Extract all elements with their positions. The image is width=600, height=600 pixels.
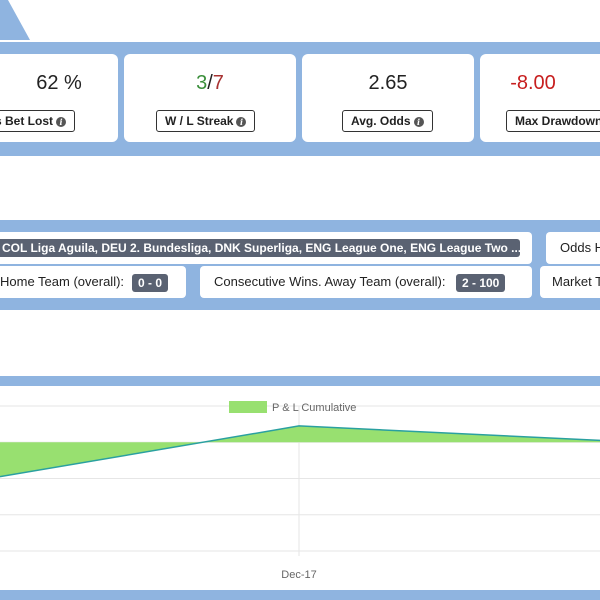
leagues-pill: COL Liga Aguila, DEU 2. Bundesliga, DNK … xyxy=(0,239,521,257)
filter-market[interactable]: Market T xyxy=(540,266,600,298)
away-team-label: Consecutive Wins. Away Team (overall): xyxy=(214,274,446,289)
filter-leagues[interactable]: COL Liga Aguila, DEU 2. Bundesliga, DNK … xyxy=(0,232,532,264)
chart-band: P & L Cumulative Dec-17 xyxy=(0,376,600,600)
stat-card-max-drawdown: -8.00 Max Drawdowni xyxy=(480,54,600,142)
stat-label-max-drawdown[interactable]: Max Drawdowni xyxy=(506,110,600,132)
market-label: Market T xyxy=(552,274,600,289)
stat-card-bet-lost: 62 % s Bet Lost i xyxy=(0,54,118,142)
stat-label-wl-streak[interactable]: W / L Streak i xyxy=(156,110,256,132)
loss-streak-value: 7 xyxy=(212,72,224,94)
stat-value-wl-streak: 3/7 xyxy=(124,72,296,95)
pnl-area[interactable] xyxy=(0,425,600,477)
x-tick-label: Dec-17 xyxy=(281,569,316,581)
pnl-chart: P & L Cumulative Dec-17 xyxy=(0,401,600,581)
chart-legend[interactable]: P & L Cumulative xyxy=(229,401,356,414)
home-team-label: Home Team (overall): xyxy=(0,274,125,289)
away-team-value: 2 - 100 xyxy=(456,274,506,292)
legend-swatch xyxy=(229,401,267,413)
x-tick-labels: Dec-17 xyxy=(281,569,316,581)
filters-band: COL Liga Aguila, DEU 2. Bundesliga, DNK … xyxy=(0,220,600,310)
win-streak-value: 3 xyxy=(196,72,208,94)
info-icon[interactable]: i xyxy=(413,117,424,127)
stat-value-bet-lost: 62 % xyxy=(36,72,82,94)
tab-corner xyxy=(0,0,30,40)
chart-panel: P & L Cumulative Dec-17 xyxy=(0,386,600,590)
filter-home-team[interactable]: Home Team (overall): 0 - 0 xyxy=(0,266,186,298)
info-icon[interactable]: i xyxy=(56,117,67,127)
stat-label-avg-odds[interactable]: Avg. Odds i xyxy=(342,110,433,132)
odds-label: Odds H xyxy=(560,240,600,255)
stat-value-max-drawdown: -8.00 xyxy=(510,72,556,94)
home-team-value: 0 - 0 xyxy=(132,274,169,292)
stat-label-text: W / L Streak xyxy=(165,114,234,128)
filter-odds[interactable]: Odds H xyxy=(546,232,600,264)
stats-band: 62 % s Bet Lost i 3/7 W / L Streak i 2.65 … xyxy=(0,42,600,156)
stat-label-bet-lost[interactable]: s Bet Lost i xyxy=(0,110,76,132)
stat-label-text: Avg. Odds xyxy=(351,114,411,128)
filter-away-team[interactable]: Consecutive Wins. Away Team (overall): 2… xyxy=(200,266,532,298)
pnl-line xyxy=(0,425,600,478)
stat-card-wl-streak: 3/7 W / L Streak i xyxy=(124,54,296,142)
info-icon[interactable]: i xyxy=(236,117,247,127)
stat-label-text: Max Drawdown xyxy=(515,114,600,128)
stat-label-text: s Bet Lost xyxy=(0,114,54,128)
legend-label: P & L Cumulative xyxy=(272,402,356,414)
stat-value-avg-odds: 2.65 xyxy=(368,72,408,94)
stat-card-avg-odds: 2.65 Avg. Odds i xyxy=(302,54,474,142)
streak-separator: / xyxy=(207,72,213,94)
